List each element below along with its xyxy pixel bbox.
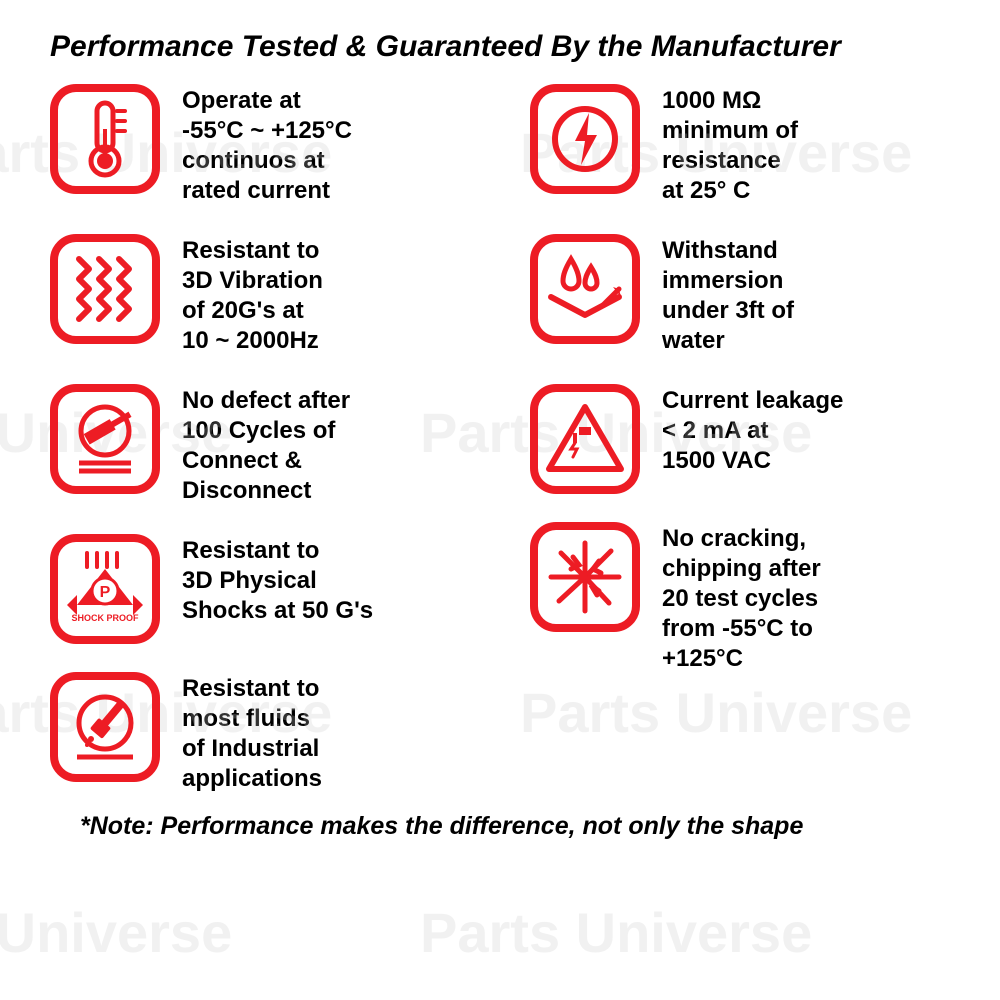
hammer-icon <box>50 384 160 494</box>
immersion-icon <box>530 234 640 344</box>
vibration-icon <box>50 234 160 344</box>
feature-shock: P SHOCK PROOF Resistant to3D PhysicalSho… <box>50 534 470 644</box>
feature-fluids: Resistant tomost fluidsof Industrialappl… <box>50 672 470 794</box>
left-column: Operate at-55°C ~ +125°Ccontinuos atrate… <box>50 84 470 794</box>
feature-text: 1000 MΩminimum ofresistanceat 25° C <box>662 84 798 206</box>
lightning-icon <box>530 84 640 194</box>
feature-vibration: Resistant to3D Vibrationof 20G's at10 ~ … <box>50 234 470 356</box>
thermometer-icon <box>50 84 160 194</box>
shockproof-icon: P SHOCK PROOF <box>50 534 160 644</box>
feature-text: Resistant tomost fluidsof Industrialappl… <box>182 672 322 794</box>
leakage-icon <box>530 384 640 494</box>
feature-leakage: Current leakage< 2 mA at1500 VAC <box>530 384 950 494</box>
crack-icon <box>530 522 640 632</box>
watermark: Parts Universe <box>420 900 812 965</box>
footnote: *Note: Performance makes the difference,… <box>0 794 1000 841</box>
feature-text: No defect after100 Cycles ofConnect &Dis… <box>182 384 350 506</box>
feature-crack: No cracking,chipping after20 test cycles… <box>530 522 950 674</box>
feature-text: No cracking,chipping after20 test cycles… <box>662 522 821 674</box>
svg-text:SHOCK PROOF: SHOCK PROOF <box>71 613 139 623</box>
feature-text: Resistant to3D Vibrationof 20G's at10 ~ … <box>182 234 323 356</box>
feature-text: Operate at-55°C ~ +125°Ccontinuos atrate… <box>182 84 352 206</box>
feature-text: Current leakage< 2 mA at1500 VAC <box>662 384 843 476</box>
feature-text: Withstandimmersionunder 3ft ofwater <box>662 234 794 356</box>
watermark: Parts Universe <box>0 900 232 965</box>
svg-text:P: P <box>100 584 111 601</box>
feature-cycles: No defect after100 Cycles ofConnect &Dis… <box>50 384 470 506</box>
page-title: Performance Tested & Guaranteed By the M… <box>0 0 1000 84</box>
right-column: 1000 MΩminimum ofresistanceat 25° C With… <box>530 84 950 794</box>
feature-immersion: Withstandimmersionunder 3ft ofwater <box>530 234 950 356</box>
features-grid: Operate at-55°C ~ +125°Ccontinuos atrate… <box>0 84 1000 794</box>
feature-resistance: 1000 MΩminimum ofresistanceat 25° C <box>530 84 950 206</box>
fluids-icon <box>50 672 160 782</box>
feature-text: Resistant to3D PhysicalShocks at 50 G's <box>182 534 373 626</box>
feature-temperature: Operate at-55°C ~ +125°Ccontinuos atrate… <box>50 84 470 206</box>
